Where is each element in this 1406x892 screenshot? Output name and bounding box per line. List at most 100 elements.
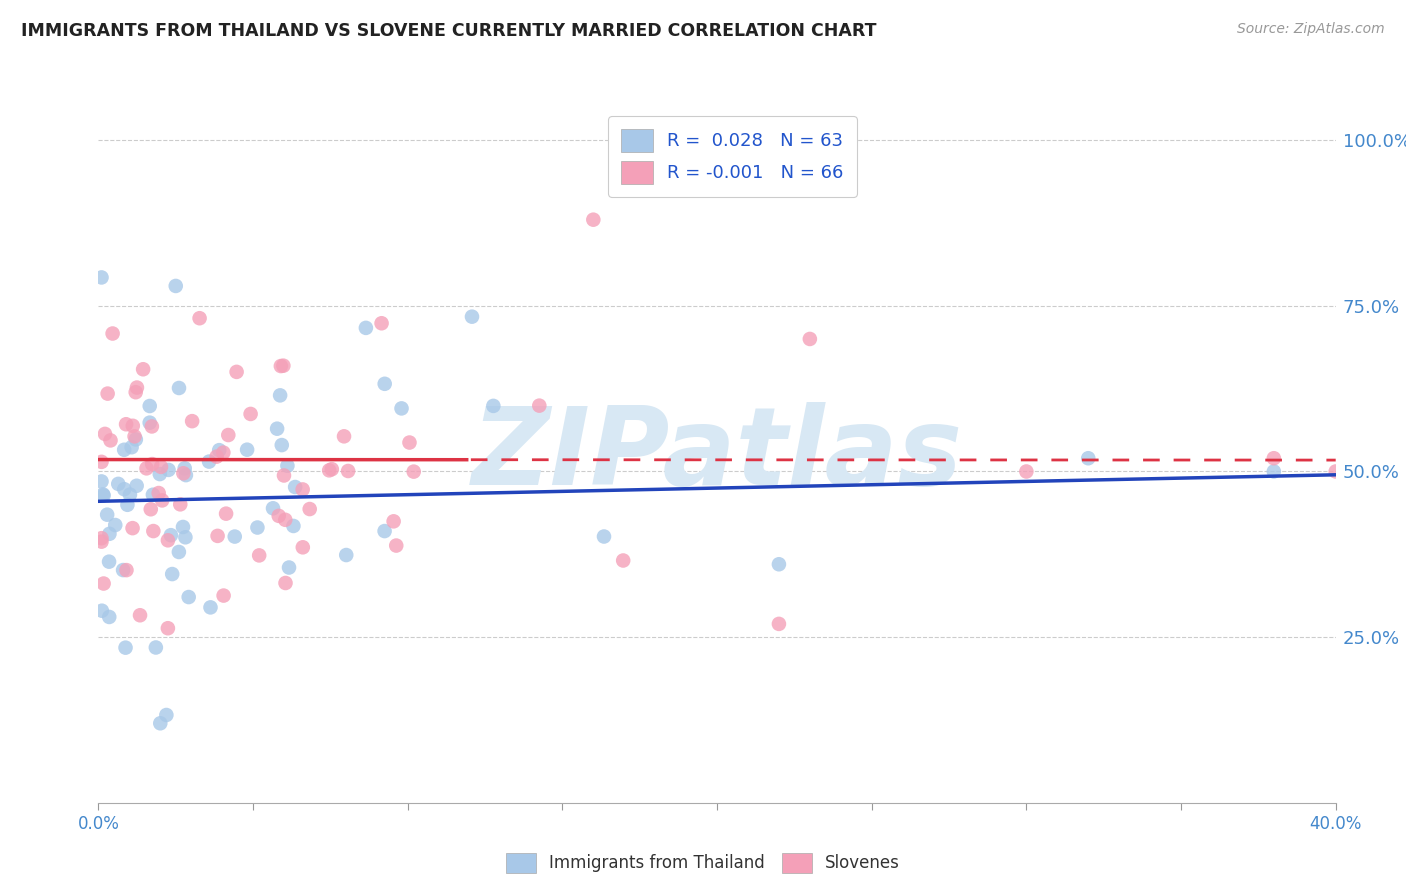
Point: [125, 479, 148, 493]
Point: [200, 600, 222, 615]
Point: [333, 429, 356, 443]
Point: [121, 440, 143, 454]
Point: [145, 640, 167, 655]
Point: [149, 459, 172, 474]
Point: [167, 545, 190, 559]
Legend: Immigrants from Thailand, Slovenes: Immigrants from Thailand, Slovenes: [499, 847, 907, 880]
Text: ZIPatlas: ZIPatlas: [471, 402, 963, 508]
Point: [1324, 465, 1347, 479]
Point: [385, 539, 408, 553]
Point: [262, 501, 284, 516]
Point: [149, 467, 172, 481]
Point: [93, 488, 115, 502]
Point: [298, 502, 321, 516]
Point: [174, 530, 197, 544]
Point: [135, 461, 157, 475]
Point: [141, 419, 163, 434]
Point: [799, 332, 821, 346]
Text: IMMIGRANTS FROM THAILAND VS SLOVENE CURRENTLY MARRIED CORRELATION CHART: IMMIGRANTS FROM THAILAND VS SLOVENE CURR…: [21, 22, 876, 40]
Point: [114, 640, 136, 655]
Point: [160, 528, 183, 542]
Point: [148, 486, 170, 500]
Point: [125, 433, 148, 447]
Point: [274, 513, 297, 527]
Point: [239, 407, 262, 421]
Point: [98, 610, 121, 624]
Legend: R =  0.028   N = 63, R = -0.001   N = 66: R = 0.028 N = 63, R = -0.001 N = 66: [607, 116, 856, 197]
Point: [156, 621, 179, 635]
Point: [374, 524, 396, 538]
Point: [112, 442, 135, 457]
Point: [90, 531, 112, 545]
Point: [129, 608, 152, 623]
Point: [139, 502, 162, 516]
Point: [318, 463, 340, 477]
Point: [172, 467, 194, 481]
Point: [160, 567, 183, 582]
Point: [142, 524, 165, 538]
Text: Source: ZipAtlas.com: Source: ZipAtlas.com: [1237, 22, 1385, 37]
Point: [91, 487, 114, 501]
Point: [124, 429, 146, 443]
Point: [125, 385, 148, 400]
Point: [112, 563, 135, 577]
Point: [267, 508, 290, 523]
Point: [107, 476, 129, 491]
Point: [768, 616, 790, 631]
Point: [169, 497, 191, 511]
Point: [138, 399, 160, 413]
Point: [1263, 451, 1285, 466]
Point: [115, 417, 138, 432]
Point: [391, 401, 413, 416]
Point: [94, 426, 117, 441]
Point: [768, 558, 790, 572]
Point: [155, 708, 177, 723]
Point: [291, 541, 314, 555]
Point: [270, 438, 292, 452]
Point: [269, 388, 291, 402]
Point: [1077, 451, 1099, 466]
Point: [335, 548, 357, 562]
Point: [112, 482, 135, 496]
Point: [173, 461, 195, 475]
Point: [198, 454, 221, 468]
Point: [121, 418, 143, 433]
Point: [172, 520, 194, 534]
Point: [141, 457, 163, 471]
Point: [354, 321, 377, 335]
Point: [212, 445, 235, 459]
Point: [207, 529, 229, 543]
Point: [215, 507, 238, 521]
Point: [270, 359, 292, 373]
Point: [150, 493, 173, 508]
Point: [225, 365, 247, 379]
Point: [117, 498, 139, 512]
Point: [273, 359, 295, 373]
Point: [97, 386, 120, 401]
Point: [337, 464, 360, 478]
Point: [90, 270, 112, 285]
Point: [593, 529, 616, 543]
Point: [188, 311, 211, 326]
Point: [370, 316, 392, 330]
Point: [121, 521, 143, 535]
Point: [273, 468, 295, 483]
Point: [125, 380, 148, 394]
Point: [398, 435, 420, 450]
Point: [212, 589, 235, 603]
Point: [1015, 465, 1038, 479]
Point: [461, 310, 484, 324]
Point: [142, 488, 165, 502]
Point: [132, 362, 155, 376]
Point: [246, 520, 269, 534]
Point: [101, 326, 124, 341]
Point: [90, 604, 112, 618]
Point: [217, 428, 239, 442]
Point: [291, 483, 314, 497]
Point: [138, 416, 160, 430]
Point: [156, 533, 179, 548]
Point: [278, 560, 301, 574]
Point: [98, 555, 121, 569]
Point: [284, 480, 307, 494]
Point: [165, 279, 187, 293]
